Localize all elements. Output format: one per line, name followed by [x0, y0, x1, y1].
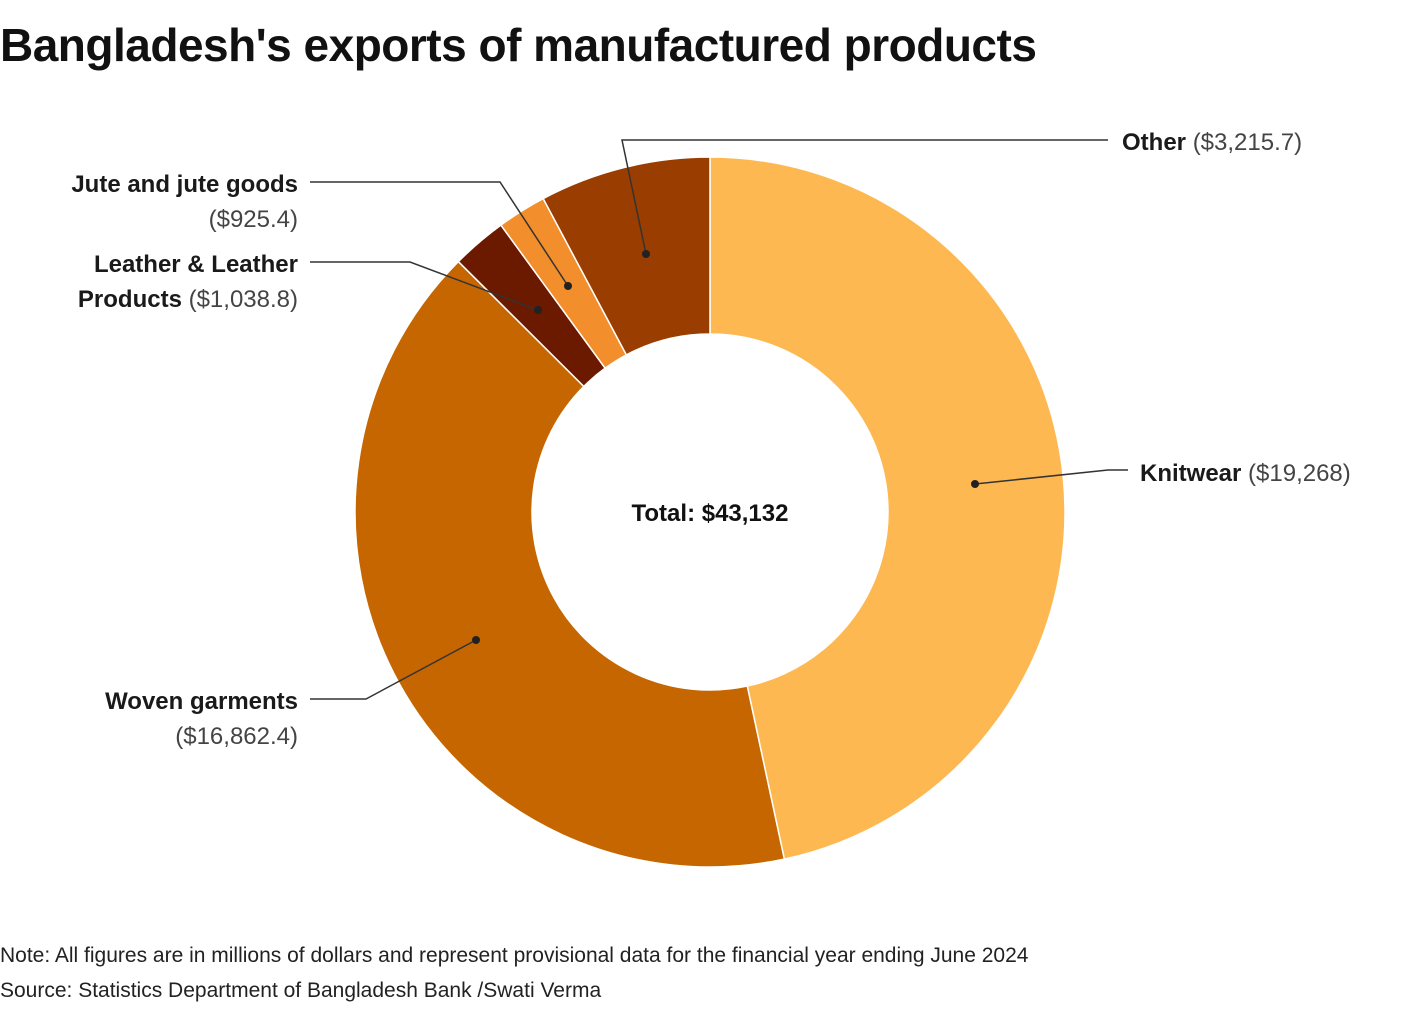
chart-title: Bangladesh's exports of manufactured pro… — [0, 19, 1037, 71]
leader-line-leather-leather-products — [310, 261, 539, 311]
slice-knitwear[interactable] — [709, 156, 1066, 861]
slice-label-knitwear-line-1: Knitwear ($19,268) — [1140, 460, 1351, 487]
slice-label-other-line-1: Other ($3,215.7) — [1122, 129, 1302, 156]
slice-label-jute-and-jute-goods-line-1: Jute and jute goods — [71, 171, 298, 198]
leader-dot-woven-garments — [472, 636, 480, 644]
chart-note: Note: All figures are in millions of dol… — [0, 944, 1029, 967]
leader-dot-knitwear — [971, 480, 979, 488]
leader-dot-leather-leather-products — [534, 306, 542, 314]
chart-source: Source: Statistics Department of Banglad… — [0, 979, 602, 1002]
labels-group: Knitwear ($19,268) Woven garments ($16,862… — [71, 129, 1350, 750]
leader-line-woven-garments — [310, 639, 477, 700]
slice-woven-garments[interactable] — [354, 260, 786, 868]
slice-label-leather-leather-products-line-1: Leather & Leather — [94, 251, 298, 278]
slice-label-jute-and-jute-goods-line-2: ($925.4) — [209, 206, 298, 233]
leader-line-knitwear — [974, 469, 1128, 485]
leader-line-other — [621, 139, 1108, 255]
slice-label-woven-garments-line-2: ($16,862.4) — [175, 723, 298, 750]
leaders-group — [310, 139, 1128, 700]
slices-group — [354, 156, 1066, 868]
slice-other[interactable] — [542, 156, 711, 356]
center-total-label: Total: $43,132 — [632, 500, 789, 527]
leader-dot-other — [642, 250, 650, 258]
slice-label-leather-leather-products-line-2: Products ($1,038.8) — [78, 286, 298, 313]
slice-label-woven-garments-line-1: Woven garments — [105, 688, 298, 715]
leader-dot-jute-and-jute-goods — [564, 282, 572, 290]
leader-line-jute-and-jute-goods — [310, 181, 569, 287]
